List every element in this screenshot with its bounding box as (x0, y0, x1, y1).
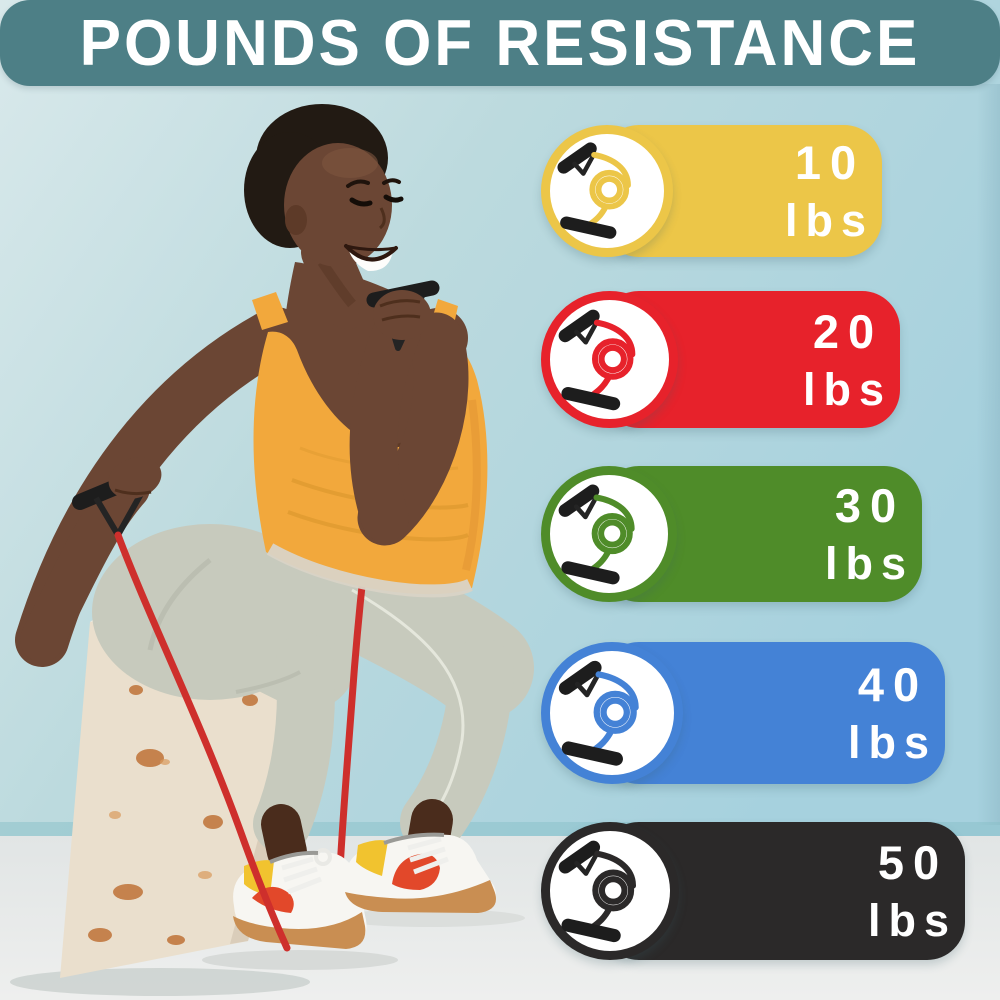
band-photo-circle (541, 822, 679, 960)
woman-photo (15, 104, 534, 970)
resistance-badge-20lbs: 20 lbs (541, 291, 900, 428)
resistance-badge-50lbs: 50 lbs (541, 822, 965, 960)
resistance-band-icon (558, 840, 636, 942)
left-sneaker (233, 848, 367, 949)
resistance-band-icon (558, 660, 639, 766)
page-title: POUNDS OF RESISTANCE (79, 7, 921, 79)
badge-label: 40 lbs (848, 655, 929, 771)
weight-value: 20 (812, 304, 884, 358)
resistance-band-icon (558, 484, 635, 584)
resistance-badge-10lbs: 10 lbs (541, 125, 882, 257)
right-sneaker (345, 832, 496, 913)
resistance-badge-30lbs: 30 lbs (541, 466, 922, 602)
weight-value: 30 (834, 479, 906, 532)
weight-unit: lbs (784, 195, 874, 246)
face (244, 104, 404, 329)
title-banner: POUNDS OF RESISTANCE (0, 0, 1000, 86)
weight-value: 50 (877, 836, 949, 889)
badge-label: 10 lbs (785, 133, 866, 249)
weight-value: 40 (857, 658, 929, 711)
badge-label: 20 lbs (803, 302, 884, 418)
weight-unit: lbs (802, 363, 892, 415)
right-arm (349, 280, 469, 546)
badge-label: 30 lbs (825, 476, 906, 592)
resistance-band-icon (558, 309, 635, 410)
band-photo-circle (541, 642, 683, 784)
weight-unit: lbs (847, 717, 937, 768)
badge-label: 50 lbs (868, 833, 949, 949)
weight-value: 10 (794, 136, 866, 189)
weight-unit: lbs (867, 895, 957, 946)
band-photo-circle (541, 125, 673, 257)
resistance-band-strand-left (114, 531, 291, 952)
resistance-badge-40lbs: 40 lbs (541, 642, 945, 784)
weight-unit: lbs (824, 538, 914, 589)
resistance-band-icon (557, 142, 632, 240)
band-photo-circle (541, 291, 678, 428)
band-photo-circle (541, 466, 677, 602)
